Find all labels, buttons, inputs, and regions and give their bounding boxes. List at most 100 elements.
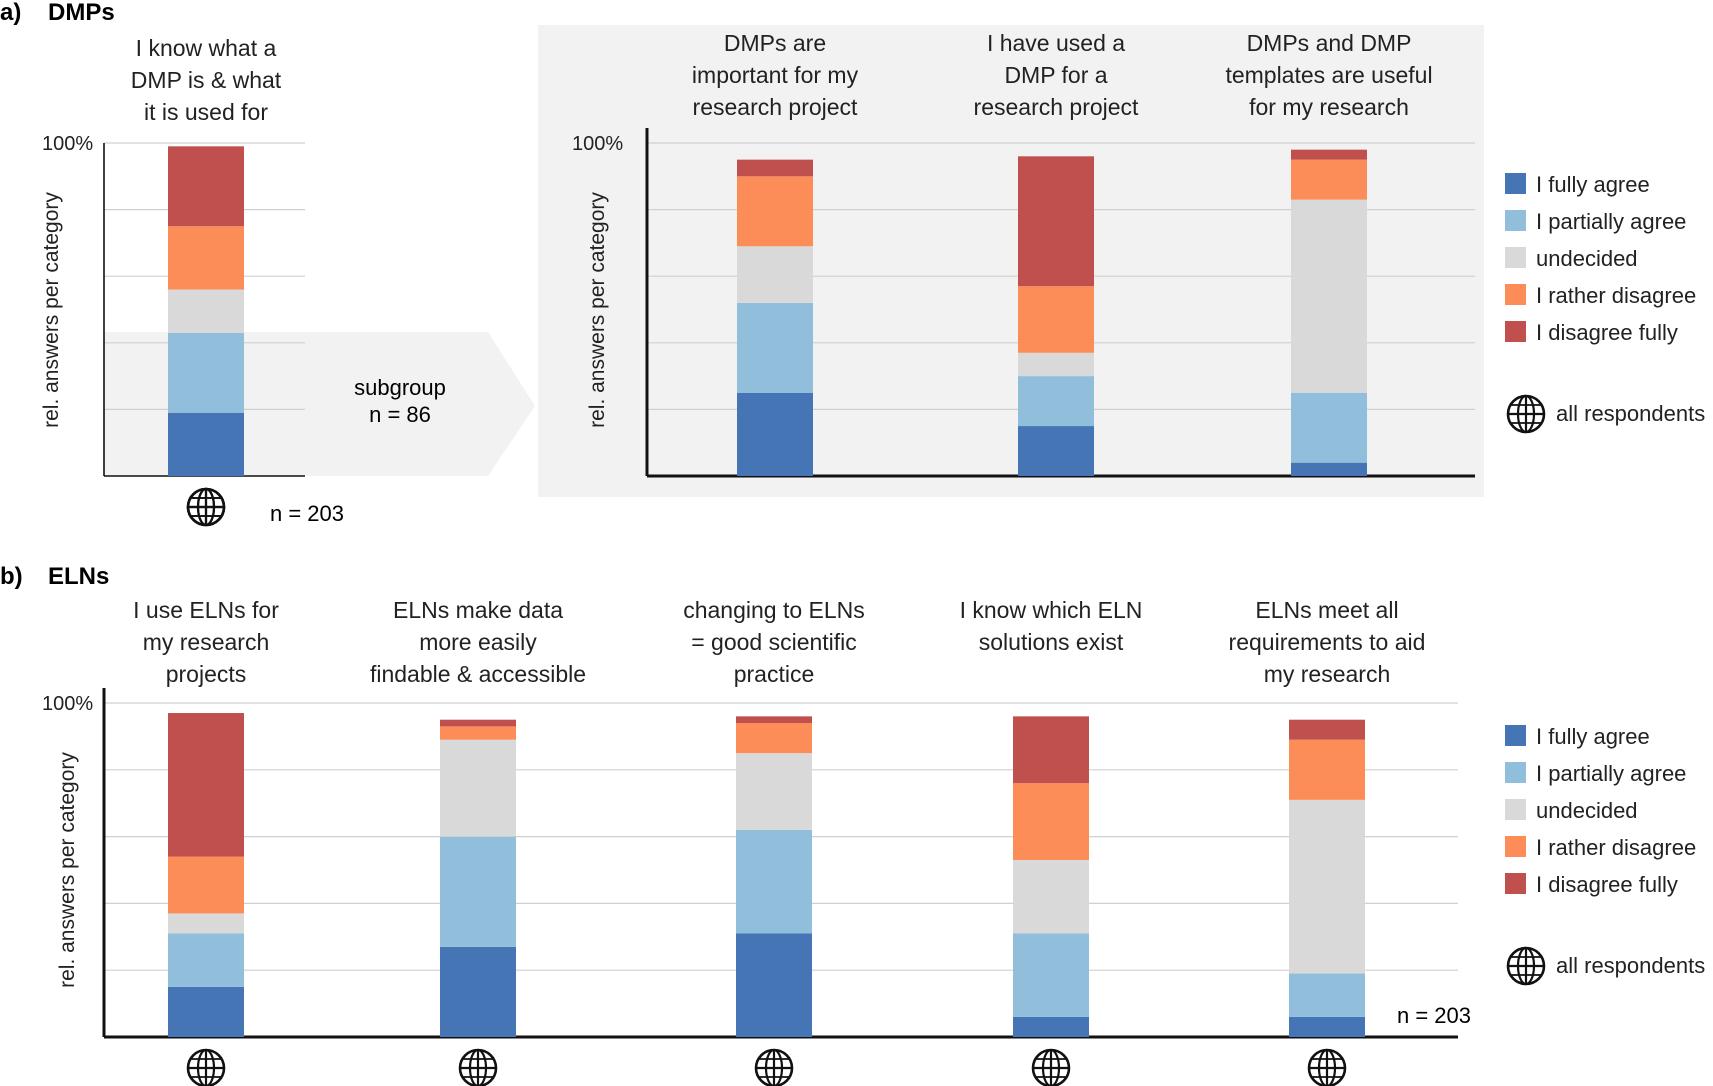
y-axis-label: rel. answers per category — [40, 192, 63, 428]
bar-segment-i-partially-agree — [1018, 376, 1094, 427]
category-label: = good scientific — [691, 629, 857, 655]
bar-segment-i-disagree-fully — [1013, 716, 1089, 784]
bar-segment-i-fully-agree — [1013, 1016, 1089, 1037]
bar-segment-i-fully-agree — [1018, 426, 1094, 476]
bar-segment-i-disagree-fully — [1291, 149, 1367, 160]
category-label: practice — [734, 661, 815, 687]
chart-0: 100% rel. answers per category I know what… — [40, 35, 305, 527]
globe-icon — [186, 1048, 226, 1086]
legend-label: I partially agree — [1536, 761, 1686, 786]
legend-swatch — [1505, 725, 1526, 746]
category-label: I know what a — [136, 35, 277, 61]
legend-label: I partially agree — [1536, 209, 1686, 234]
bar-segment-i-rather-disagree — [737, 176, 813, 247]
bar-segment-i-fully-agree — [1291, 462, 1367, 476]
bar-segment-i-partially-agree — [1289, 973, 1365, 1017]
legend-swatch — [1505, 247, 1526, 268]
category-label: templates are useful — [1225, 62, 1432, 88]
bar-segment-i-partially-agree — [168, 332, 244, 413]
panel-b-label: b) — [0, 563, 23, 590]
globe-icon — [1506, 946, 1546, 986]
legend-label: I rather disagree — [1536, 835, 1696, 860]
bar-segment-i-fully-agree — [1289, 1016, 1365, 1037]
bar-segment-i-fully-agree — [736, 933, 812, 1037]
category-label: important for my — [692, 62, 859, 88]
subgroup-n-label: n = 86 — [369, 402, 431, 427]
bar-segment-i-rather-disagree — [736, 723, 812, 754]
globe-icon — [458, 1048, 498, 1086]
legend-swatch — [1505, 762, 1526, 783]
bar-segment-undecided — [737, 246, 813, 303]
category-label: ELNs meet all — [1255, 597, 1398, 623]
bar-segment-i-rather-disagree — [1018, 286, 1094, 353]
legend-label: I disagree fully — [1536, 320, 1678, 345]
bar-segment-undecided — [168, 289, 244, 333]
category-label: for my research — [1249, 94, 1409, 120]
category-label: more easily — [419, 629, 537, 655]
bar-segment-i-partially-agree — [1013, 933, 1089, 1017]
category-label: DMP for a — [1004, 62, 1107, 88]
bar-segment-i-rather-disagree — [168, 856, 244, 914]
bar-segment-undecided — [1018, 352, 1094, 377]
legend-swatch — [1505, 873, 1526, 894]
charts-layer: 100% rel. answers per category I know what… — [40, 30, 1475, 1086]
legend-label: I fully agree — [1536, 172, 1650, 197]
bar-segment-i-fully-agree — [440, 946, 516, 1037]
category-label: my research — [143, 629, 270, 655]
legend-swatch — [1505, 210, 1526, 231]
category-label: DMPs and DMP — [1247, 30, 1412, 56]
bar-segment-i-partially-agree — [737, 302, 813, 393]
category-label: DMPs are — [724, 30, 826, 56]
bar-segment-i-rather-disagree — [440, 726, 516, 740]
bar-segment-undecided — [1289, 799, 1365, 974]
bar-segment-i-disagree-fully — [440, 719, 516, 727]
category-label: my research — [1264, 661, 1391, 687]
legend-all-respondents-label: all respondents — [1556, 401, 1705, 426]
bar-segment-i-disagree-fully — [168, 713, 244, 857]
bar-segment-i-partially-agree — [440, 836, 516, 947]
legend-label: I fully agree — [1536, 724, 1650, 749]
category-label: projects — [166, 661, 247, 687]
subgroup-label: subgroup — [354, 375, 446, 400]
legend-label: undecided — [1536, 246, 1638, 271]
y-tick-label-100: 100% — [42, 133, 93, 155]
legend-swatch — [1505, 173, 1526, 194]
legend-label: I rather disagree — [1536, 283, 1696, 308]
category-label: I have used a — [987, 30, 1125, 56]
y-tick-label-100: 100% — [42, 693, 93, 715]
bar-segment-undecided — [1013, 859, 1089, 934]
bar-segment-i-disagree-fully — [168, 146, 244, 227]
panel-a-title: DMPs — [48, 0, 115, 26]
bar-segment-i-fully-agree — [168, 986, 244, 1037]
panel-a-label: a) — [0, 0, 21, 26]
globe-icon — [754, 1048, 794, 1086]
legend-swatch — [1505, 284, 1526, 305]
bar-segment-i-rather-disagree — [1289, 739, 1365, 800]
bar-segment-i-fully-agree — [737, 392, 813, 476]
legend-label: I disagree fully — [1536, 872, 1678, 897]
bar-segment-i-partially-agree — [168, 933, 244, 987]
category-label: research project — [693, 94, 859, 120]
legend-swatch — [1505, 836, 1526, 857]
globe-icon — [1307, 1048, 1347, 1086]
globe-icon — [186, 487, 226, 527]
legend-panel-a: I fully agree I partially agree undecided I… — [1505, 172, 1705, 434]
bar-segment-i-disagree-fully — [737, 159, 813, 177]
category-label: DMP is & what — [131, 67, 282, 93]
chart-2: 100% rel. answers per category I use ELNs … — [42, 597, 1458, 1086]
category-label: changing to ELNs — [683, 597, 865, 623]
bar-segment-undecided — [736, 753, 812, 830]
bar-segment-undecided — [440, 739, 516, 837]
panel-a-n-label: n = 203 — [270, 501, 344, 526]
category-label: ELNs make data — [393, 597, 563, 623]
category-label: research project — [974, 94, 1140, 120]
bar-segment-i-partially-agree — [736, 829, 812, 934]
bar-segment-i-disagree-fully — [1289, 719, 1365, 740]
bar-segment-i-rather-disagree — [1013, 783, 1089, 860]
legend-all-respondents-label: all respondents — [1556, 953, 1705, 978]
y-axis-label: rel. answers per category — [56, 752, 79, 988]
panel-b-n-label: n = 203 — [1397, 1003, 1471, 1028]
legend-swatch — [1505, 799, 1526, 820]
y-tick-label-100: 100% — [572, 133, 623, 155]
